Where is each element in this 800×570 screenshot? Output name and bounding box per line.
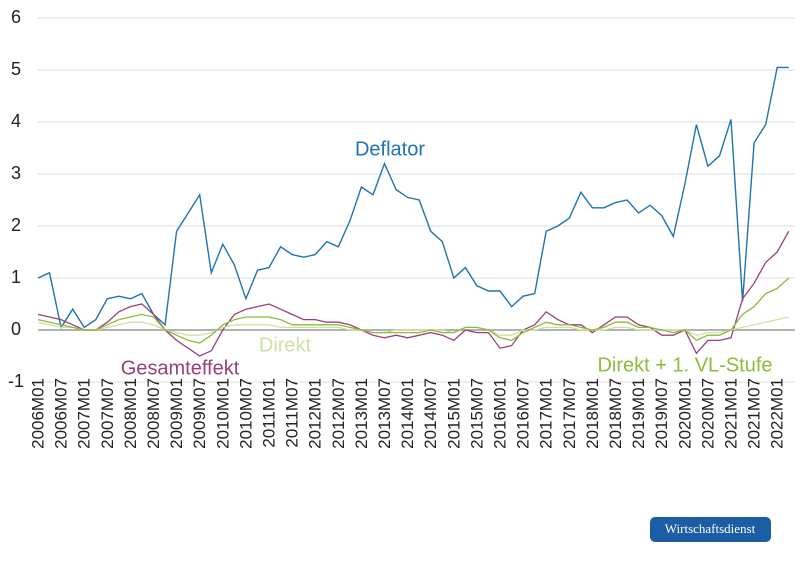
series-label: Gesamteffekt (121, 357, 240, 379)
x-tick-label: 2015M01 (444, 378, 463, 449)
x-tick-label: 2016M01 (490, 378, 509, 449)
x-tick-label: 2020M01 (675, 378, 694, 449)
x-tick-label: 2011M01 (259, 378, 278, 448)
series-line (37, 277, 790, 344)
x-tick-label: 2021M01 (721, 378, 740, 449)
x-tick-label: 2006M07 (52, 378, 71, 449)
y-tick-label: 5 (11, 59, 21, 79)
x-tick-label: 2020M07 (698, 378, 717, 449)
x-tick-label: 2009M07 (190, 378, 209, 449)
y-tick-label: 0 (11, 319, 21, 339)
x-tick-label: 2018M07 (606, 378, 625, 449)
x-tick-label: 2013M07 (375, 378, 394, 449)
x-tick-label: 2006M01 (28, 378, 47, 449)
x-tick-label: 2012M01 (306, 378, 325, 449)
x-tick-label: 2010M01 (213, 378, 232, 449)
x-tick-label: 2016M07 (514, 378, 533, 449)
x-tick-label: 2021M07 (745, 378, 764, 449)
x-tick-label: 2008M01 (121, 378, 140, 449)
y-tick-label: 1 (11, 267, 21, 287)
x-tick-label: 2019M07 (652, 378, 671, 449)
x-tick-label: 2009M01 (167, 378, 186, 449)
x-tick-label: 2010M07 (236, 378, 255, 449)
y-tick-label: 3 (11, 163, 21, 183)
x-tick-label: 2012M07 (329, 378, 348, 449)
series-label: Direkt + 1. VL-Stufe (597, 354, 772, 376)
x-tick-label: 2008M07 (144, 378, 163, 449)
source-label: Wirtschaftsdienst (665, 521, 756, 536)
series-line (37, 230, 790, 357)
x-tick-label: 2014M01 (398, 378, 417, 449)
x-tick-label: 2007M01 (75, 378, 94, 449)
y-tick-label: 4 (11, 111, 21, 131)
x-tick-label: 2018M01 (583, 378, 602, 449)
y-tick-label: 2 (11, 215, 21, 235)
source-badge (650, 517, 771, 542)
series-line (37, 66, 789, 330)
x-tick-label: 2022M01 (768, 378, 787, 449)
series-label: Direkt (259, 334, 312, 356)
x-tick-label: 2011M07 (283, 378, 302, 448)
y-tick-label: 6 (11, 7, 21, 27)
x-tick-label: 2017M07 (560, 378, 579, 449)
x-tick-label: 2007M07 (98, 378, 117, 449)
x-tick-label: 2017M01 (537, 378, 556, 449)
x-tick-label: 2019M01 (629, 378, 648, 449)
x-tick-label: 2013M01 (352, 378, 371, 449)
x-tick-label: 2015M07 (467, 378, 486, 449)
y-tick-label: -1 (8, 371, 24, 391)
series-label: Deflator (355, 138, 425, 160)
x-tick-label: 2014M07 (421, 378, 440, 449)
